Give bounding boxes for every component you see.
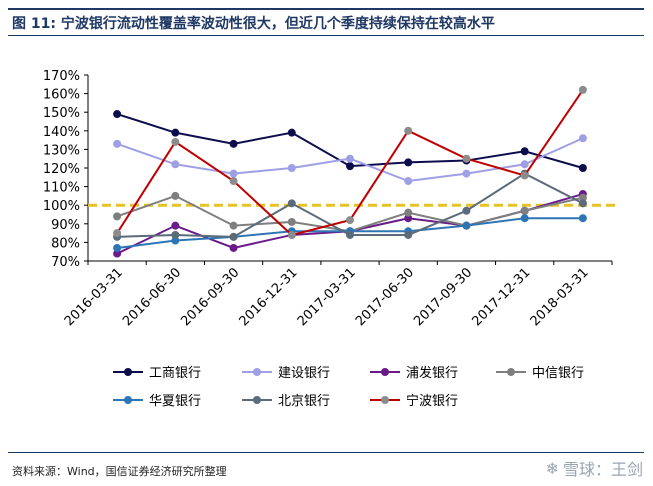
x-tick-label: 2017-06-30 [353, 265, 417, 329]
data-point [578, 199, 587, 208]
data-point [462, 154, 471, 163]
data-point [287, 128, 296, 137]
y-tick-label: 80% [51, 236, 80, 251]
data-point [229, 169, 238, 178]
data-point [287, 230, 296, 239]
data-point [346, 162, 354, 171]
data-point [171, 236, 180, 245]
legend-label: 浦发银行 [406, 365, 458, 381]
data-point [229, 177, 238, 186]
legend-swatch-marker [124, 368, 132, 376]
legend-label: 华夏银行 [149, 394, 201, 409]
data-point [229, 243, 238, 252]
data-point [578, 134, 587, 143]
series-line [116, 194, 584, 233]
y-tick-label: 110% [43, 181, 80, 196]
legend-swatch-marker [507, 368, 515, 376]
data-point [404, 214, 413, 223]
y-tick-label: 100% [43, 199, 80, 214]
x-tick-label: 2017-03-31 [295, 265, 359, 329]
data-point [404, 208, 413, 217]
data-point [462, 169, 471, 178]
line-chart: 70% 80% 90% 100% 110% 120% 130% 140% 150% 160% 170… [43, 69, 620, 409]
data-point [520, 160, 529, 169]
snowball-icon: ❄ [545, 458, 559, 478]
data-point [171, 137, 180, 146]
data-point [404, 126, 413, 135]
x-tick-label: 2017-09-30 [411, 265, 475, 329]
data-point [578, 214, 587, 223]
legend-label: 建设银行 [278, 366, 330, 381]
legend-swatch-marker [253, 368, 261, 376]
x-tick-label: 2016-12-31 [237, 265, 301, 329]
legend-label: 工商银行 [149, 366, 201, 381]
data-point [520, 206, 529, 215]
y-tick-label: 120% [43, 162, 80, 177]
figure-bottom-rule [8, 452, 644, 453]
x-tick-label: 2018-03-31 [528, 265, 592, 329]
data-point [520, 171, 529, 180]
data-point [287, 199, 296, 208]
data-point [113, 139, 122, 148]
data-point [113, 249, 122, 258]
x-tick-label: 2016-06-30 [120, 265, 184, 329]
data-point [287, 164, 296, 172]
y-tick-label: 150% [43, 106, 80, 121]
data-point [171, 128, 180, 137]
y-tick-label: 130% [43, 143, 80, 158]
data-point [520, 147, 529, 156]
data-point [229, 221, 238, 230]
watermark: ❄ 雪球：王剑 [546, 456, 643, 480]
legend-swatch-marker [253, 396, 261, 404]
source-note: 资料来源：Wind，国信证券经济研究所整理 [12, 465, 227, 478]
y-tick-label: 140% [43, 125, 80, 140]
legend-label: 北京银行 [278, 394, 330, 409]
legend-label: 宁波银行 [406, 393, 458, 409]
data-point [113, 229, 122, 238]
y-tick-label: 90% [51, 218, 80, 233]
data-point [113, 243, 122, 252]
x-tick-label: 2016-03-31 [62, 265, 126, 329]
data-point [171, 160, 180, 169]
data-point [404, 158, 413, 167]
y-tick-label: 70% [51, 255, 80, 270]
data-point [113, 212, 122, 221]
x-tick-label: 2017-12-31 [469, 265, 533, 329]
data-point [462, 221, 471, 230]
data-point [346, 230, 354, 239]
data-point [346, 154, 354, 163]
legend-swatch-marker [381, 396, 389, 404]
data-point [578, 85, 587, 94]
watermark-text: 雪球：王剑 [562, 460, 643, 479]
data-point [578, 164, 587, 172]
legend-swatch-marker [124, 396, 132, 404]
data-point [113, 110, 122, 119]
data-point [229, 139, 238, 148]
data-point [404, 230, 413, 239]
x-tick-label: 2016-09-30 [178, 265, 242, 329]
data-point [171, 221, 180, 230]
data-point [578, 193, 587, 202]
data-point [171, 230, 180, 239]
data-point [229, 232, 238, 241]
data-point [462, 206, 471, 215]
data-point [171, 191, 180, 200]
y-tick-label: 170% [43, 69, 80, 84]
legend-swatch-marker [381, 368, 389, 376]
data-point [520, 214, 529, 223]
figure-title: 图 11: 宁波银行流动性覆盖率波动性很大，但近几个季度持续保持在较高水平 [12, 15, 495, 32]
data-point [404, 177, 413, 186]
data-point [287, 217, 296, 226]
data-point [346, 216, 354, 225]
y-tick-label: 160% [43, 88, 80, 103]
figure-title-bar: 图 11: 宁波银行流动性覆盖率波动性很大，但近几个季度持续保持在较高水平 [8, 8, 644, 36]
legend-label: 中信银行 [532, 366, 584, 381]
